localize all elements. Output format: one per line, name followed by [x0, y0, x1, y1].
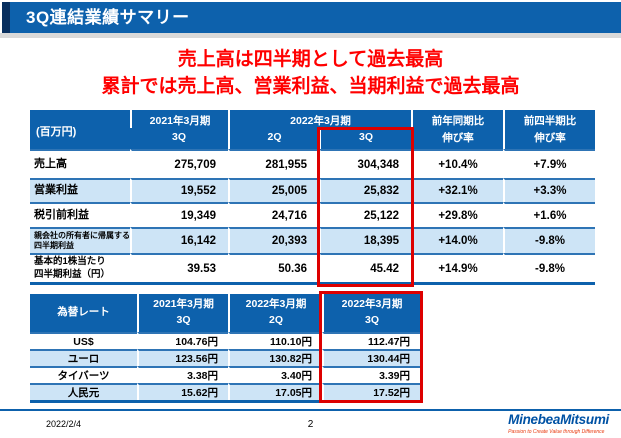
- fx-rate-table: 為替レート 2021年3月期 3Q 2022年3月期 2Q 2022年3月期 3…: [30, 294, 420, 403]
- value-qoq: +7.9%: [503, 149, 596, 178]
- fx-row-thai-baht: タイバーツ 3.38円 3.40円 3.39円: [30, 366, 420, 383]
- rate-fy2021-3q: 104.76円: [137, 332, 228, 349]
- value-fy2022-2q: 50.36: [228, 253, 319, 282]
- value-fy2022-3q: 25,122: [319, 202, 412, 227]
- fx-header-fy2022-2q: 2022年3月期 2Q: [228, 294, 322, 332]
- headline: 売上高は四半期として過去最高 累計では売上高、営業利益、当期利益で過去最高: [0, 46, 621, 100]
- rate-fy2022-3q: 17.52円: [322, 383, 420, 400]
- value-fy2022-3q: 18,395: [319, 227, 412, 253]
- results-header-qoq-rate: 伸び率: [503, 128, 596, 149]
- logo-tagline: Passion to Create Value through Differen…: [508, 428, 605, 435]
- fx-header-label: 為替レート: [30, 294, 137, 332]
- results-table: (百万円) 2021年3月期 2022年3月期 前年同期比 前四半期比 3Q 2…: [30, 110, 596, 285]
- results-header-fy2021-3q: 3Q: [130, 128, 228, 149]
- rate-fy2021-3q: 15.62円: [137, 383, 228, 400]
- row-label: 売上高: [30, 149, 130, 178]
- title-bar-accent: [2, 2, 10, 33]
- value-yoy: +14.9%: [411, 253, 504, 282]
- value-fy2021-3q: 39.53: [130, 253, 228, 282]
- fx-row-chinese-yuan: 人民元 15.62円 17.05円 17.52円: [30, 383, 420, 400]
- value-fy2022-3q: 45.42: [319, 253, 412, 282]
- results-row-net-sales: 売上高 275,709 281,955 304,348 +10.4% +7.9%: [30, 149, 596, 178]
- row-label: 基本的1株当たり 四半期利益（円）: [30, 253, 130, 282]
- value-fy2022-2q: 24,716: [228, 202, 319, 227]
- value-yoy: +29.8%: [411, 202, 504, 227]
- row-label: 営業利益: [30, 178, 130, 202]
- minebeamitsumi-logo: MinebeaMitsumi Passion to Create Value t…: [508, 412, 609, 435]
- fx-row-euro: ユーロ 123.56円 130.82円 130.44円: [30, 349, 420, 366]
- results-row-basic-eps: 基本的1株当たり 四半期利益（円） 39.53 50.36 45.42 +14.…: [30, 253, 596, 282]
- rate-fy2022-3q: 130.44円: [322, 349, 420, 366]
- rate-fy2022-2q: 17.05円: [228, 383, 322, 400]
- fx-header-fy2022-3q: 2022年3月期 3Q: [322, 294, 420, 332]
- rate-fy2022-2q: 110.10円: [228, 332, 322, 349]
- value-qoq: -9.8%: [503, 253, 596, 282]
- headline-line2: 累計では売上高、営業利益、当期利益で過去最高: [101, 76, 520, 97]
- row-label: 親会社の所有者に帰属する 四半期利益: [30, 227, 130, 253]
- headline-line1: 売上高は四半期として過去最高: [177, 49, 444, 70]
- value-fy2021-3q: 19,552: [130, 178, 228, 202]
- currency-label: 人民元: [30, 383, 137, 400]
- results-header-fy2022: 2022年3月期: [228, 110, 412, 128]
- value-fy2021-3q: 19,349: [130, 202, 228, 227]
- value-fy2022-2q: 20,393: [228, 227, 319, 253]
- value-fy2022-3q: 25,832: [319, 178, 412, 202]
- results-row-profit-before-tax: 税引前利益 19,349 24,716 25,122 +29.8% +1.6%: [30, 202, 596, 227]
- results-table-header: (百万円) 2021年3月期 2022年3月期 前年同期比 前四半期比 3Q 2…: [30, 110, 596, 149]
- rate-fy2021-3q: 123.56円: [137, 349, 228, 366]
- results-header-yoy: 前年同期比: [411, 110, 504, 128]
- slide-title: 3Q連結業績サマリー: [26, 8, 190, 27]
- fx-row-usd: US$ 104.76円 110.10円 112.47円: [30, 332, 420, 349]
- title-bar-divider: [0, 33, 621, 38]
- results-header-yoy-rate: 伸び率: [411, 128, 504, 149]
- value-yoy: +10.4%: [411, 149, 504, 178]
- currency-label: タイバーツ: [30, 366, 137, 383]
- rate-fy2022-3q: 3.39円: [322, 366, 420, 383]
- rate-fy2022-2q: 3.40円: [228, 366, 322, 383]
- value-qoq: +1.6%: [503, 202, 596, 227]
- value-fy2022-2q: 281,955: [228, 149, 319, 178]
- value-fy2021-3q: 275,709: [130, 149, 228, 178]
- value-fy2021-3q: 16,142: [130, 227, 228, 253]
- results-header-fy2021: 2021年3月期: [130, 110, 228, 128]
- value-yoy: +32.1%: [411, 178, 504, 202]
- currency-label: ユーロ: [30, 349, 137, 366]
- fx-header-fy2021-3q: 2021年3月期 3Q: [137, 294, 228, 332]
- fx-table-header: 為替レート 2021年3月期 3Q 2022年3月期 2Q 2022年3月期 3…: [30, 294, 420, 332]
- footer-date: 2022/2/4: [46, 419, 82, 429]
- logo-text: MinebeaMitsumi: [508, 412, 609, 427]
- page-number: 2: [307, 419, 314, 430]
- row-label: 税引前利益: [30, 202, 130, 227]
- value-qoq: +3.3%: [503, 178, 596, 202]
- currency-label: US$: [30, 332, 137, 349]
- results-header-qoq: 前四半期比: [503, 110, 596, 128]
- value-fy2022-3q: 304,348: [319, 149, 412, 178]
- fx-header-row: 為替レート 2021年3月期 3Q 2022年3月期 2Q 2022年3月期 3…: [30, 294, 420, 332]
- value-fy2022-2q: 25,005: [228, 178, 319, 202]
- results-header-fy2022-2q: 2Q: [228, 128, 319, 149]
- rate-fy2021-3q: 3.38円: [137, 366, 228, 383]
- results-header-fy2022-3q: 3Q: [319, 128, 412, 149]
- results-header-row-1: (百万円) 2021年3月期 2022年3月期 前年同期比 前四半期比: [30, 110, 596, 149]
- results-header-unit: (百万円): [30, 110, 130, 149]
- results-row-quarterly-profit-owners: 親会社の所有者に帰属する 四半期利益 16,142 20,393 18,395 …: [30, 227, 596, 253]
- footer-divider: [0, 409, 621, 411]
- rate-fy2022-3q: 112.47円: [322, 332, 420, 349]
- results-row-operating-income: 営業利益 19,552 25,005 25,832 +32.1% +3.3%: [30, 178, 596, 202]
- value-yoy: +14.0%: [411, 227, 504, 253]
- value-qoq: -9.8%: [503, 227, 596, 253]
- title-bar: 3Q連結業績サマリー: [2, 2, 621, 33]
- rate-fy2022-2q: 130.82円: [228, 349, 322, 366]
